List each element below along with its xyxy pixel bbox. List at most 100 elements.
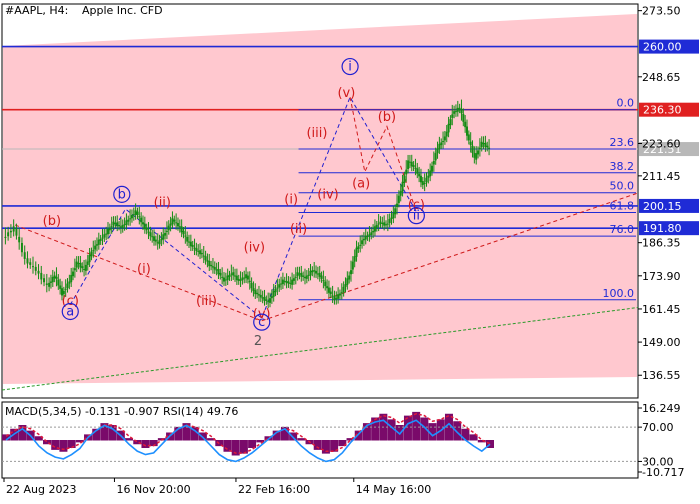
candle-body: [75, 261, 78, 268]
wave-circle: [113, 185, 131, 203]
candle-body: [92, 250, 95, 252]
candle-body: [84, 264, 87, 271]
fib-level-label: 61.8: [610, 199, 635, 212]
price-tick-label: 211.45: [642, 170, 681, 183]
candle-body: [114, 222, 117, 224]
wave-circle: [341, 57, 359, 76]
candle-body: [195, 248, 198, 251]
wave-circle: [253, 313, 271, 331]
candle-body: [442, 141, 445, 143]
correction-projection: [349, 97, 417, 212]
candle-body: [438, 143, 441, 150]
candle-body: [405, 169, 408, 175]
level-label: 260.00: [643, 41, 682, 54]
candle-body: [359, 244, 362, 246]
candle-body: [423, 182, 426, 184]
candle-body: [431, 165, 434, 172]
wave-label: (iii): [306, 126, 327, 141]
support-trendline: [1, 306, 639, 391]
candle-body: [83, 268, 86, 270]
candle-body: [193, 247, 196, 249]
level-label: 221.51: [643, 143, 682, 156]
fibonacci-levels: 0.0 23.6 38.2 50.0 61.8 76.0 100.0: [298, 97, 636, 301]
candle-body: [20, 242, 23, 253]
candle-body: [228, 274, 231, 277]
candle-body: [467, 134, 470, 141]
candle-body: [449, 119, 452, 126]
wave-label: (v): [337, 86, 355, 101]
candle-body: [362, 238, 365, 241]
indicator-tick-label: 30.00: [642, 455, 674, 468]
candle-body: [318, 272, 321, 277]
candle-body: [344, 284, 347, 287]
candle-body: [219, 272, 222, 276]
price-tick-label: 248.65: [642, 71, 681, 84]
time-axis: 22 Aug 2023 16 Nov 20:00 22 Feb 16:00 14 Ma…: [3, 478, 431, 496]
level-label-bg: [639, 102, 699, 117]
candle-body: [259, 294, 262, 298]
candle-body: [257, 294, 260, 296]
macd-bar: [75, 440, 84, 443]
candle-body: [31, 266, 34, 268]
candle-body: [134, 210, 137, 215]
candle-body: [140, 217, 143, 223]
macd-bar: [354, 430, 363, 441]
candle-body: [456, 107, 459, 112]
candle-body: [224, 279, 227, 281]
candle-body: [112, 221, 115, 226]
price-tick-label: 149.00: [642, 336, 681, 349]
candle-body: [189, 241, 192, 247]
candle-body: [368, 234, 371, 236]
candle-body: [158, 240, 161, 245]
macd-bar: [412, 411, 421, 441]
candle-body: [149, 232, 152, 237]
wave-label: (iii): [196, 294, 217, 309]
candle-body: [57, 279, 60, 286]
macd-bar: [248, 440, 257, 448]
candle-body: [202, 255, 205, 257]
price-tick-label: 273.50: [642, 5, 681, 18]
macd-bar: [149, 440, 158, 447]
candle-body: [246, 275, 249, 280]
candle-body: [335, 298, 338, 300]
indicator-axis: 16.249 70.00 30.00-10.717: [638, 402, 684, 479]
candle-body: [53, 275, 56, 279]
candle-body: [425, 177, 428, 183]
candle-body: [171, 218, 174, 225]
candle-body: [270, 296, 273, 299]
candle-body: [370, 232, 373, 235]
macd-bar: [108, 425, 117, 441]
macd-bar: [403, 415, 412, 441]
candle-body: [338, 293, 341, 296]
candle-body: [160, 238, 163, 241]
candle-body: [197, 250, 200, 252]
candle-body: [94, 245, 97, 250]
macd-bar: [51, 440, 60, 450]
macd-bar: [223, 440, 232, 452]
candle-body: [383, 222, 386, 226]
candle-body: [477, 150, 480, 155]
candle-body: [151, 236, 154, 238]
candle-body: [66, 283, 69, 289]
candle-body: [480, 141, 483, 148]
candle-body: [419, 175, 422, 183]
price-level-labels: 260.00 236.30 221.51 200.15 191.80: [639, 39, 699, 236]
candle-body: [399, 190, 402, 196]
candle-body: [473, 153, 476, 158]
candle-body: [440, 142, 443, 146]
wave-label: (b): [43, 214, 61, 229]
price-tick-label: 136.55: [642, 369, 681, 382]
candle-body: [280, 283, 283, 285]
candle-body: [153, 236, 156, 241]
candle-body: [305, 275, 308, 279]
wave-circle: [407, 207, 425, 225]
candles: [4, 99, 491, 309]
macd-bar: [477, 440, 486, 443]
candle-body: [252, 288, 255, 291]
symbol-label: #AAPL, H4:: [5, 4, 68, 17]
fib-level-label: 76.0: [610, 223, 635, 236]
wave-label: (i): [137, 262, 151, 277]
candle-body: [379, 221, 382, 224]
candle-body: [390, 217, 393, 219]
